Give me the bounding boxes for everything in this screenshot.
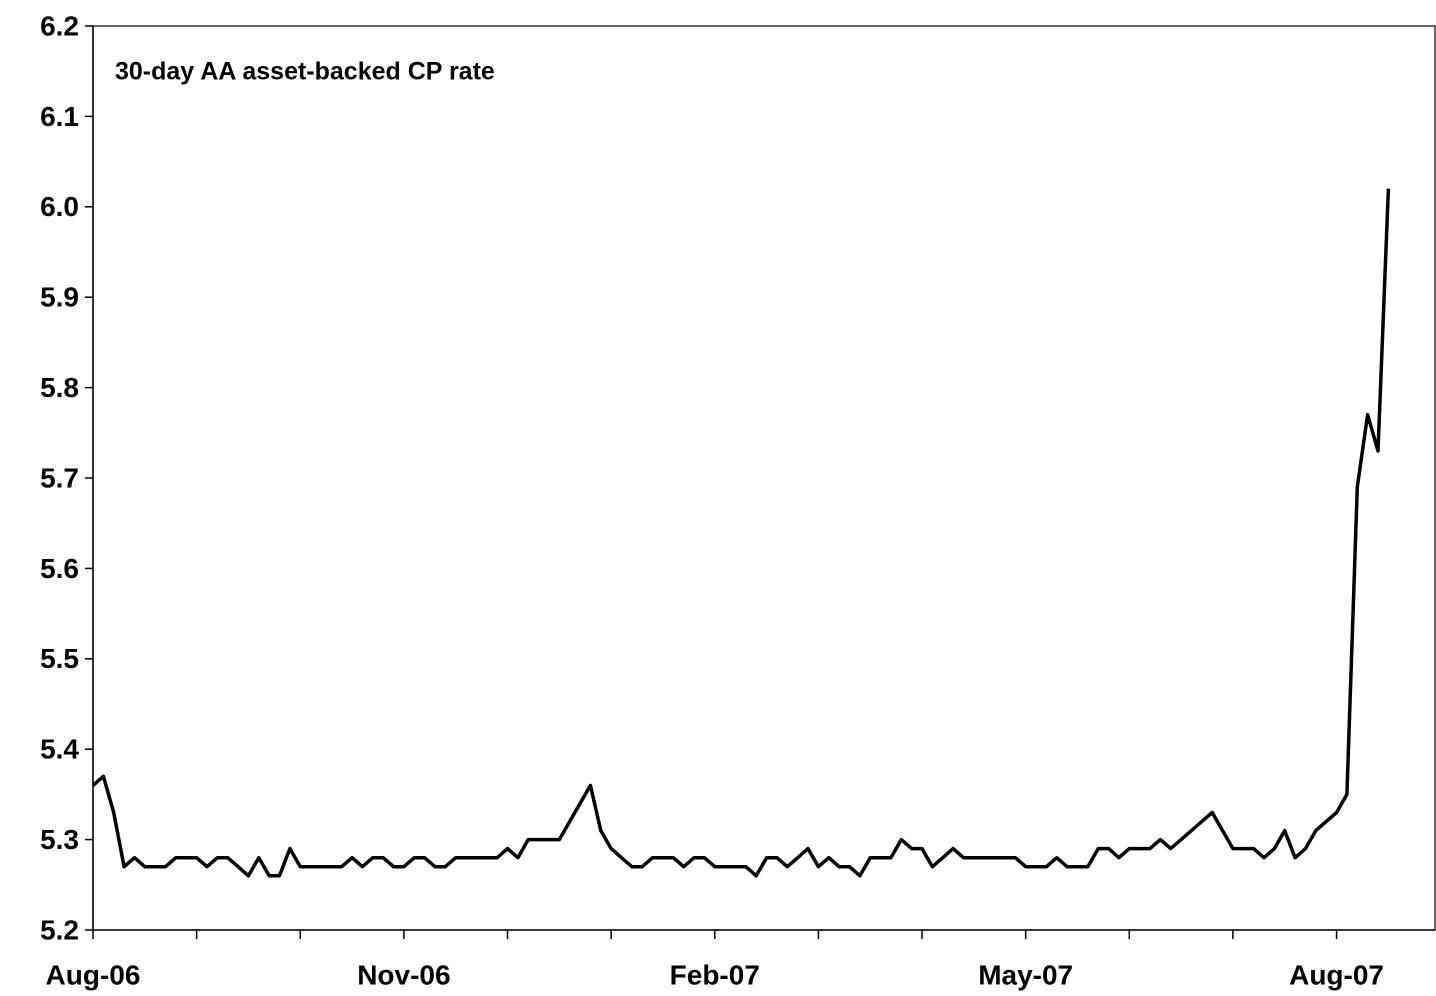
y-tick-label: 5.6 xyxy=(40,553,79,584)
y-tick-label: 5.4 xyxy=(40,734,79,765)
y-tick-label: 5.9 xyxy=(40,282,79,313)
y-tick-label: 5.3 xyxy=(40,824,79,855)
x-tick-label: May-07 xyxy=(978,959,1073,990)
y-tick-label: 5.7 xyxy=(40,462,79,493)
plot-frame xyxy=(92,25,1436,931)
x-tick-label: Nov-06 xyxy=(357,959,450,990)
y-tick-label: 6.1 xyxy=(40,101,79,132)
y-tick-label: 6.2 xyxy=(40,10,79,41)
chart-title: 30-day AA asset-backed CP rate xyxy=(115,58,495,86)
series-line xyxy=(91,188,1391,878)
y-tick-label: 5.2 xyxy=(40,914,79,945)
y-tick-label: 6.0 xyxy=(40,191,79,222)
x-tick-label: Aug-07 xyxy=(1289,959,1384,990)
y-tick-label: 5.8 xyxy=(40,372,79,403)
y-tick-label: 5.5 xyxy=(40,643,79,674)
x-tick-label: Feb-07 xyxy=(670,959,760,990)
x-tick-label: Aug-06 xyxy=(46,959,141,990)
